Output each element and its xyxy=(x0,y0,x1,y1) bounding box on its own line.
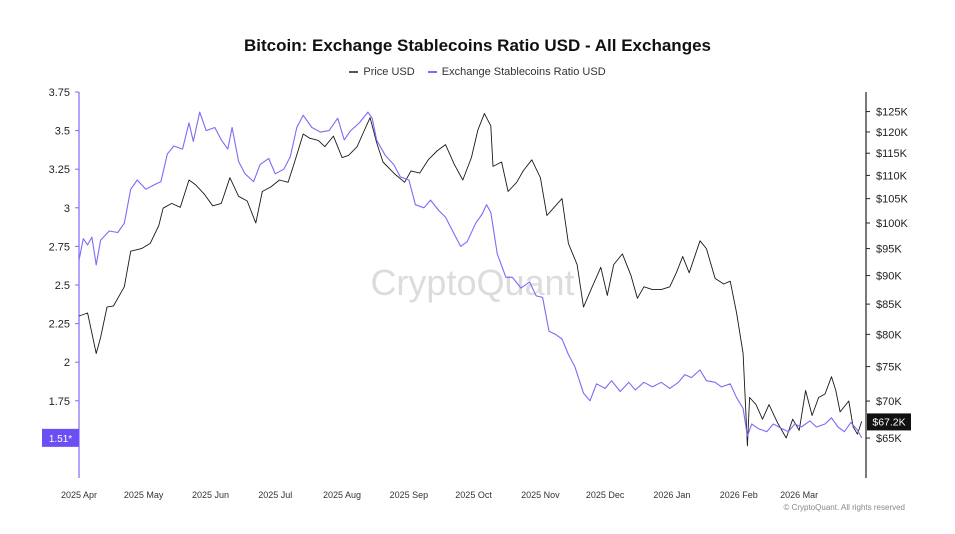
right-tick-label: $65K xyxy=(876,433,902,445)
x-tick-label: 2026 Feb xyxy=(720,490,758,500)
right-tick-label: $85K xyxy=(876,299,902,311)
x-tick-label: 2025 Aug xyxy=(323,490,361,500)
right-tick-label: $110K xyxy=(876,170,908,182)
right-tick-label: $105K xyxy=(876,194,908,206)
x-tick-label: 2026 Mar xyxy=(780,490,818,500)
legend-swatch-price xyxy=(349,71,359,73)
chart-title: Bitcoin: Exchange Stablecoins Ratio USD … xyxy=(244,36,711,55)
left-tick-label: 2.25 xyxy=(49,319,70,331)
right-current-label: $67.2K xyxy=(872,416,905,428)
left-tick-label: 3.75 xyxy=(49,87,70,99)
x-tick-label: 2025 May xyxy=(124,490,164,500)
left-current-badge xyxy=(42,428,79,447)
legend-item-ratio[interactable]: Exchange Stablecoins Ratio USD xyxy=(427,66,606,78)
right-tick-label: $100K xyxy=(876,218,908,230)
legend-label-price: Price USD xyxy=(363,66,415,78)
x-tick-label: 2025 Oct xyxy=(455,490,492,500)
x-tick-label: 2025 Sep xyxy=(390,490,429,500)
right-current-badge xyxy=(867,413,911,431)
right-tick-label: $70K xyxy=(876,396,902,408)
right-tick-label: $125K xyxy=(876,107,908,119)
left-tick-label: 1.75 xyxy=(49,396,70,408)
left-tick-label: 3.25 xyxy=(49,164,70,176)
legend-swatch-ratio xyxy=(427,71,437,73)
series-line-price-usd xyxy=(78,113,863,447)
left-tick-label: 3 xyxy=(64,203,70,215)
watermark: CryptoQuant xyxy=(370,262,574,303)
legend: Price USD Exchange Stablecoins Ratio USD xyxy=(0,64,955,78)
left-tick-label: 3.5 xyxy=(55,126,70,138)
left-tick-label: 2.75 xyxy=(49,241,70,253)
right-tick-label: $90K xyxy=(876,271,902,283)
right-tick-label: $80K xyxy=(876,329,902,341)
x-tick-label: 2026 Jan xyxy=(653,490,690,500)
x-tick-label: 2025 Nov xyxy=(521,490,560,500)
right-tick-label: $95K xyxy=(876,244,902,256)
legend-label-ratio: Exchange Stablecoins Ratio USD xyxy=(441,66,606,78)
left-current-label: 1.51* xyxy=(49,434,72,445)
left-tick-label: 2.5 xyxy=(55,280,70,292)
x-tick-label: 2025 Jun xyxy=(192,490,229,500)
legend-item-price[interactable]: Price USD xyxy=(349,66,415,78)
x-tick-label: 2025 Apr xyxy=(61,490,97,500)
series-line-stablecoins-ratio xyxy=(78,111,863,439)
x-tick-label: 2025 Jul xyxy=(258,490,292,500)
copyright-notice: © CryptoQuant. All rights reserved xyxy=(783,503,906,512)
right-tick-label: $120K xyxy=(876,127,908,139)
right-tick-label: $75K xyxy=(876,362,902,374)
x-tick-label: 2025 Dec xyxy=(586,490,625,500)
left-tick-label: 2 xyxy=(64,357,70,369)
right-tick-label: $115K xyxy=(876,148,908,160)
